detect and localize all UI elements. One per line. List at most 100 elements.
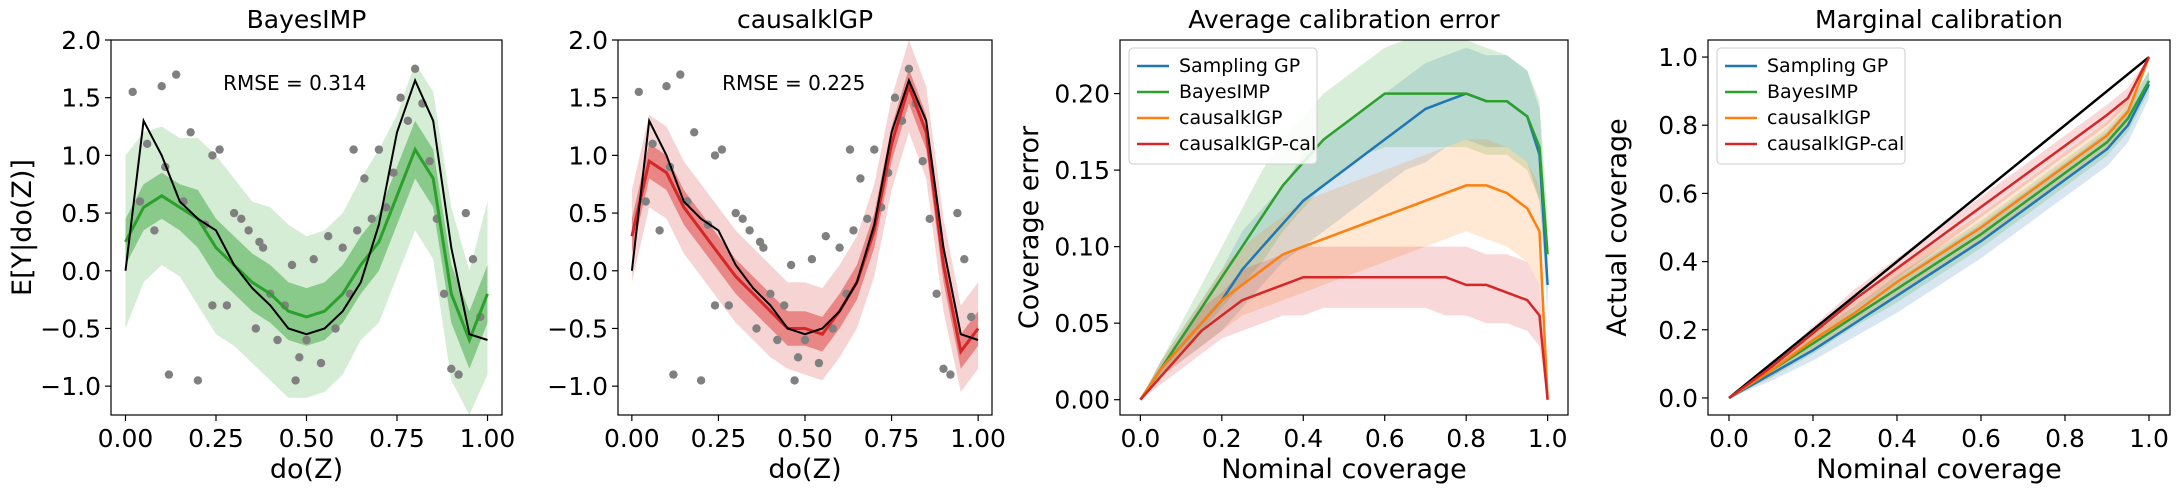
observation-point	[773, 335, 782, 345]
observation-point	[150, 226, 159, 235]
identity-line	[1728, 56, 2150, 399]
x-tick-label: 1.0	[2129, 424, 2169, 453]
observation-point	[662, 82, 671, 91]
axes-frame	[1707, 39, 2171, 416]
observation-point	[755, 237, 765, 247]
x-tick-label: 0.75	[864, 424, 920, 453]
y-tick-label: 0.5	[568, 199, 608, 228]
series-band-1	[1140, 47, 1548, 400]
x-tick-label: 0.75	[369, 424, 425, 453]
series-line-2	[1139, 92, 1549, 401]
observation-point	[454, 370, 463, 379]
true-effect-line	[630, 77, 979, 341]
y-tick-label: 0.2	[1658, 316, 1698, 345]
observation-point	[208, 301, 217, 310]
observation-point	[946, 370, 955, 379]
observation-point	[222, 301, 232, 310]
rmse-annotation: RMSE = 0.225	[722, 71, 865, 95]
series-band-3	[1140, 139, 1548, 400]
observation-point	[128, 87, 137, 97]
observation-point	[710, 151, 720, 160]
observation-point	[164, 370, 174, 379]
observation-point	[367, 214, 376, 223]
observation-point	[953, 208, 962, 218]
x-tick-label: 0.4	[1283, 424, 1323, 453]
observation-point	[389, 168, 398, 177]
observation-point	[251, 324, 260, 333]
observation-point	[381, 203, 391, 212]
observation-point	[287, 260, 297, 270]
legend-label: Sampling GP	[1767, 55, 1888, 77]
chart-title: causalklGP	[737, 5, 873, 34]
observation-point	[309, 255, 318, 264]
observation-point	[669, 370, 678, 379]
x-axis-label: Nominal coverage	[1816, 454, 2062, 485]
observation-point	[807, 255, 817, 264]
y-tick-label: 0.05	[1054, 309, 1110, 338]
observation-point	[439, 289, 449, 298]
y-tick-label: 1.0	[1658, 43, 1698, 72]
y-tick-label: 0.8	[1658, 111, 1698, 140]
y-tick-label: 2.0	[568, 26, 608, 55]
series-line-4	[1728, 56, 2151, 400]
legend: Sampling GP BayesIMP causalklGP causalklGP-…	[1716, 47, 1906, 165]
y-tick-label: 1.0	[568, 141, 608, 170]
observation-point	[338, 243, 347, 252]
observation-point	[186, 128, 195, 137]
observation-point	[641, 197, 650, 206]
observation-point	[425, 157, 434, 166]
plot-area	[630, 40, 980, 392]
legend-label: causalklGP-cal	[1179, 133, 1316, 155]
observation-point	[353, 226, 362, 235]
observation-point	[374, 145, 384, 154]
observation-point	[403, 116, 413, 126]
legend: Sampling GP BayesIMP causalklGP causalklGP-…	[1128, 47, 1318, 165]
x-tick-label: 1.00	[950, 424, 1006, 453]
x-tick-label: 0.25	[691, 424, 747, 453]
observation-point	[939, 364, 948, 373]
axes-frame	[1119, 39, 1569, 416]
observation-point	[780, 301, 789, 310]
legend-label: causalklGP	[1767, 107, 1870, 129]
observation-point	[932, 289, 941, 298]
observation-point	[856, 174, 865, 183]
observation-point	[745, 226, 754, 235]
observation-point	[316, 358, 326, 368]
panel-2: 0.00 0.25 0.50 0.75 1.00 −1.0 −0.5 0.0 0.5 1.0 1.5…	[547, 5, 1006, 485]
x-tick-label: 0.0	[1709, 424, 1749, 453]
observation-point	[135, 197, 145, 206]
observation-point	[172, 70, 181, 79]
observation-point	[273, 335, 282, 345]
panel-4: 0.0 0.2 0.4 0.6 0.8 1.0 0.0 0.2 0.4 0.6 0.8 1.0 Marg…	[1602, 5, 2171, 485]
x-axis-label: do(Z)	[768, 454, 841, 485]
y-axis-label: Actual coverage	[1602, 118, 1633, 337]
posterior-mean-line	[124, 146, 489, 345]
x-tick-label: 0.50	[279, 424, 335, 453]
observation-point	[215, 145, 224, 154]
observation-point	[863, 214, 872, 223]
legend-label: BayesIMP	[1179, 81, 1270, 103]
x-axis-label: Nominal coverage	[1221, 454, 1467, 485]
outer-credible-band	[125, 63, 488, 415]
x-tick-label: 0.4	[1877, 424, 1917, 453]
y-tick-label: 2.0	[61, 26, 101, 55]
outer-credible-band	[631, 40, 979, 392]
observation-point	[634, 87, 643, 97]
observation-point	[690, 128, 699, 137]
legend-label: Sampling GP	[1179, 55, 1300, 77]
series-line-2	[1728, 80, 2151, 400]
legend-frame	[1128, 47, 1318, 165]
observation-point	[447, 364, 456, 373]
y-axis-label: E[Y|do(Z)]	[7, 159, 38, 296]
inner-credible-band	[125, 120, 488, 369]
observation-point	[208, 151, 217, 160]
observation-point	[967, 312, 976, 322]
x-tick-label: 1.00	[460, 424, 516, 453]
x-tick-label: 1.0	[1528, 424, 1568, 453]
observation-point	[724, 301, 733, 310]
plot-area	[124, 63, 489, 415]
x-tick-label: 0.0	[1120, 424, 1160, 453]
observation-point	[828, 324, 837, 333]
x-tick-label: 0.8	[1446, 424, 1486, 453]
y-tick-label: 0.5	[61, 199, 101, 228]
